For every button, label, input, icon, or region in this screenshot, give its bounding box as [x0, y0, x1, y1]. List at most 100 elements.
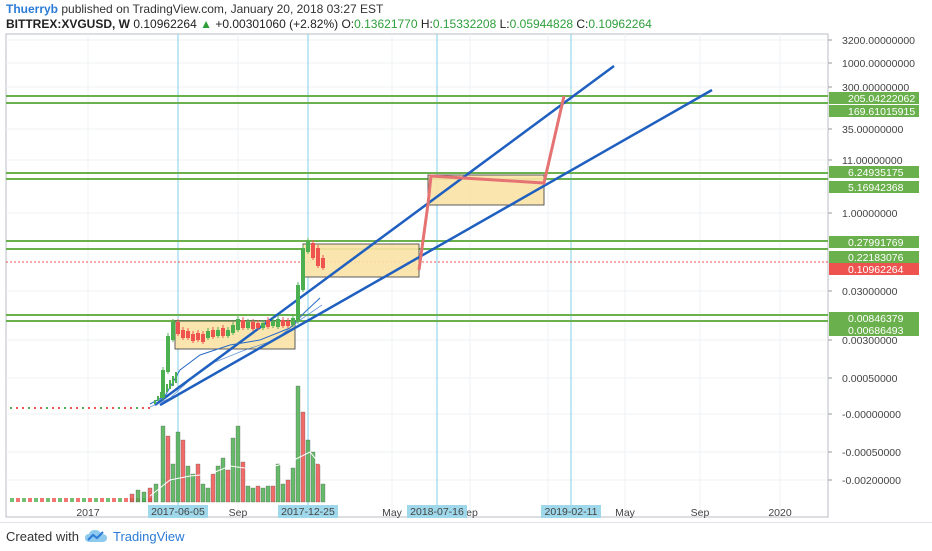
volume-bar: [58, 498, 62, 502]
last-price: 0.10962264: [133, 17, 197, 31]
volume-bar: [185, 465, 191, 503]
price-candle: [301, 248, 305, 290]
price-candle: [52, 407, 54, 409]
moving-average-line: [149, 304, 323, 408]
x-axis-label: 2017: [76, 507, 100, 519]
volume-bar: [215, 465, 221, 503]
volume-bar: [106, 498, 110, 502]
volume-bar: [200, 483, 206, 503]
price-candle: [201, 334, 205, 342]
x-axis-label: May: [615, 507, 636, 519]
price-tag: [829, 166, 919, 178]
symbol-label[interactable]: BITTREX:XVGUSD, W: [6, 17, 131, 31]
y-tick-label: 11.00000000: [842, 155, 903, 167]
price-tag-label: 0.22183076: [848, 252, 904, 264]
y-tick-label: 0.00300000: [842, 335, 898, 347]
price-candle: [311, 243, 315, 258]
price-candle: [22, 407, 24, 409]
consolidation-box: [302, 243, 420, 278]
price-candle: [175, 372, 177, 383]
volume-bar: [210, 473, 216, 503]
price-candle: [296, 285, 300, 322]
price-candle: [281, 320, 285, 326]
change-arrow-icon: ▲: [200, 17, 212, 31]
price-candle: [161, 370, 165, 398]
tradingview-cloud-icon[interactable]: [84, 528, 108, 544]
price-tag-label: 0.10962264: [848, 264, 904, 276]
y-tick-label: 3200.00000000: [842, 35, 915, 47]
price-candle: [176, 322, 180, 334]
tradingview-brand-link[interactable]: TradingView: [113, 529, 185, 544]
price-candle: [94, 407, 96, 409]
channel-lower-line: [159, 88, 713, 407]
x-axis-label: May: [382, 507, 403, 519]
high-value: 0.15332208: [432, 17, 497, 31]
price-candle: [186, 331, 190, 338]
date-marker-tag: [278, 505, 338, 518]
price-candle: [206, 331, 210, 338]
volume-bar: [190, 473, 196, 503]
price-candle: [154, 400, 156, 404]
date-marker-tag: [148, 505, 208, 518]
volume-bar: [280, 483, 286, 503]
x-axis-label: Sep: [229, 507, 248, 519]
x-axis-label: 2020: [768, 507, 792, 519]
y-tick-label: -0.00000000: [842, 409, 901, 421]
price-tag: [829, 92, 919, 104]
price-candle: [216, 330, 220, 336]
low-value: 0.05944828: [509, 17, 574, 31]
volume-bar: [260, 487, 266, 503]
price-candle: [88, 407, 90, 409]
price-candle: [70, 407, 72, 409]
y-tick-label: 0.00050000: [842, 373, 898, 385]
price-candle: [221, 328, 225, 336]
volume-bar: [195, 463, 201, 503]
volume-bar: [88, 498, 92, 502]
price-candle: [211, 330, 215, 337]
price-candle: [118, 407, 120, 409]
volume-bar: [10, 498, 14, 502]
price-candle: [82, 407, 84, 409]
date-marker-label: 2018-07-16: [410, 506, 464, 518]
ohlc-line: BITTREX:XVGUSD, W 0.10962264 ▲ +0.003010…: [6, 17, 926, 32]
volume-bar: [290, 467, 296, 503]
volume-bar: [129, 493, 135, 503]
volume-bar: [82, 498, 86, 502]
volume-bar: [235, 425, 241, 503]
price-candle: [306, 241, 310, 252]
y-tick-label: 1000.00000000: [842, 58, 915, 70]
price-tag: [829, 263, 919, 275]
volume-bar: [153, 483, 159, 503]
projected-path: [417, 95, 566, 271]
volume-bar: [225, 469, 231, 503]
volume-bar: [34, 498, 38, 502]
price-candle: [241, 320, 245, 328]
price-candle: [271, 321, 275, 326]
price-chart[interactable]: 3200.00000000 1000.00000000 300.00000000 35…: [0, 0, 932, 522]
price-tag: [829, 105, 919, 117]
change-value: +0.00301060 (+2.82%): [215, 17, 339, 31]
price-candle: [166, 336, 170, 372]
price-tag-label: 6.24935175: [848, 167, 904, 179]
price-tag: [829, 312, 919, 324]
price-candle: [124, 407, 126, 409]
price-candle: [166, 384, 168, 392]
price-candle: [226, 330, 230, 336]
price-candle: [64, 407, 66, 409]
price-candle: [106, 407, 108, 409]
volume-bar: [250, 487, 256, 503]
volume-bar: [205, 487, 211, 503]
y-tick-label: -0.00050000: [842, 447, 901, 459]
price-candle: [34, 407, 36, 409]
close-label: C:: [576, 17, 589, 31]
volume-bar: [28, 498, 32, 502]
author-link[interactable]: Thuerryb: [6, 2, 59, 16]
price-candle: [148, 407, 150, 409]
volume-bar: [135, 489, 141, 503]
date-marker-tag: [541, 505, 601, 518]
price-candle: [266, 320, 270, 327]
y-tick-label: 1.00000000: [842, 208, 898, 220]
volume-bar: [170, 463, 176, 503]
date-marker-label: 2017-12-25: [281, 506, 335, 518]
low-label: L:: [499, 17, 510, 31]
